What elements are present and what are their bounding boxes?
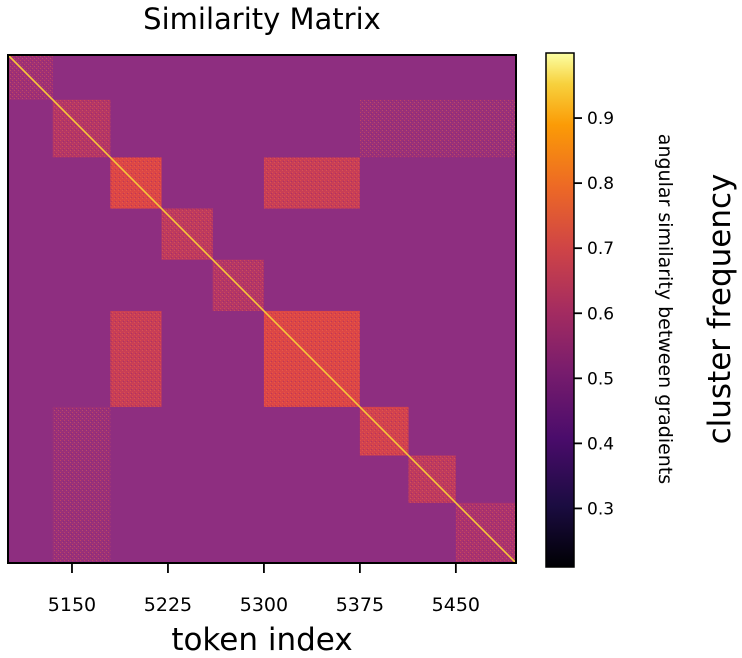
- heatmap-block-texture: [263, 157, 360, 209]
- heatmap-block-texture: [359, 99, 516, 158]
- colorbar-ticks: 0.3 0.4 0.5 0.6 0.7 0.8 0.9: [574, 109, 614, 519]
- x-tick-label: 5375: [336, 594, 384, 616]
- heatmap-block-texture: [110, 310, 162, 407]
- x-tick-label: 5450: [432, 594, 480, 616]
- colorbar-tick-label: 0.9: [587, 109, 614, 129]
- heatmap-diagonal: [7, 54, 517, 564]
- colorbar-tick-label: 0.4: [587, 434, 614, 454]
- x-axis-ticks: 5150 5225 5300 5375 5450: [48, 563, 480, 616]
- colorbar-gradient: [545, 52, 575, 568]
- chart-title: Similarity Matrix: [143, 2, 381, 36]
- heatmap-frame: [7, 54, 517, 564]
- colorbar-tick-label: 0.8: [587, 174, 614, 194]
- x-tick-label: 5300: [240, 594, 288, 616]
- colorbar-tick-label: 0.6: [587, 304, 614, 324]
- x-axis-label: token index: [171, 622, 353, 658]
- colorbar-tick-label: 0.3: [587, 499, 614, 519]
- colorbar-label: angular similarity between gradients: [654, 133, 676, 485]
- colorbar-tick-label: 0.5: [587, 369, 614, 389]
- side-axis-label: cluster frequency: [702, 173, 738, 445]
- heatmap-plot-area: [7, 54, 517, 564]
- x-tick-label: 5225: [144, 594, 192, 616]
- x-tick-label: 5150: [48, 594, 96, 616]
- heatmap-block-texture: [52, 406, 111, 563]
- colorbar: 0.3 0.4 0.5 0.6 0.7 0.8 0.9: [545, 52, 614, 568]
- colorbar-tick-label: 0.7: [587, 239, 614, 259]
